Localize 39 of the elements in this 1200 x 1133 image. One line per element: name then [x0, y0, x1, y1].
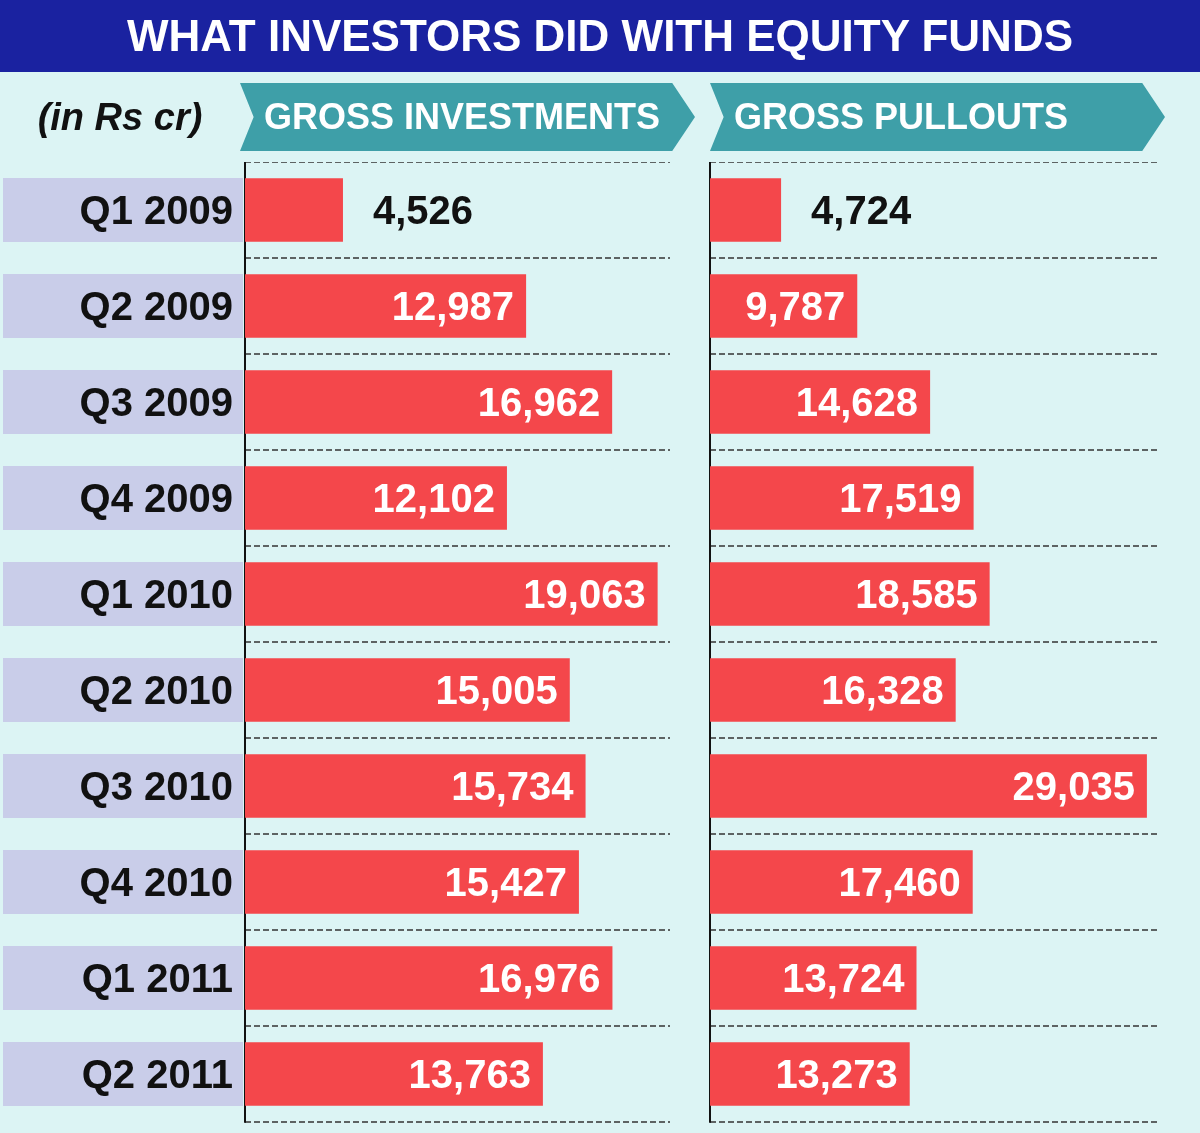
chart-subtitle: GROSS INVESTMENTS	[240, 83, 695, 151]
y-tick-label: Q4 2009	[79, 476, 233, 520]
y-tick-label: Q1 2010	[79, 572, 233, 616]
data-label: 15,005	[435, 668, 558, 712]
y-tick-label: Q1 2011	[81, 956, 233, 1000]
data-label: 16,962	[477, 380, 601, 424]
bar	[710, 850, 973, 914]
y-axis-title: (in Rs cr)	[36, 95, 204, 139]
data-label: 13,273	[775, 1052, 898, 1096]
y-tick-label: Q1 2009	[79, 188, 233, 232]
data-label: 16,976	[478, 956, 601, 1000]
chart-subtitle: GROSS PULLOUTS	[710, 83, 1165, 151]
y-tick-label: Q3 2009	[79, 380, 233, 424]
y-tick-label: Q2 2009	[79, 284, 233, 328]
y-tick-label: Q2 2011	[81, 1052, 233, 1096]
data-label: 15,734	[451, 764, 575, 808]
data-label: 17,519	[839, 476, 962, 520]
data-label: 13,724	[782, 956, 906, 1000]
y-tick-label: Q4 2010	[79, 860, 233, 904]
data-label: 17,460	[838, 860, 961, 904]
y-tick-label: Q2 2010	[79, 668, 233, 712]
data-label: 13,763	[408, 1052, 531, 1096]
data-label: 4,526	[372, 188, 474, 232]
data-label: 12,987	[391, 284, 515, 328]
bar	[710, 754, 1147, 818]
bar	[710, 178, 782, 242]
data-label: 9,787	[745, 284, 846, 328]
data-label: 16,328	[821, 668, 944, 712]
data-label: 19,063	[523, 572, 646, 616]
data-label: 12,102	[372, 476, 495, 520]
data-label: 14,628	[795, 380, 919, 424]
y-tick-label: Q3 2010	[79, 764, 233, 808]
data-label: 29,035	[1012, 764, 1135, 808]
bar	[710, 562, 990, 626]
data-label: 18,585	[855, 572, 978, 616]
data-label: 4,724	[811, 188, 912, 232]
data-label: 15,427	[444, 860, 567, 904]
bar	[710, 466, 974, 530]
chart-title: WHAT INVESTORS DID WITH EQUITY FUNDS	[0, 0, 1200, 72]
